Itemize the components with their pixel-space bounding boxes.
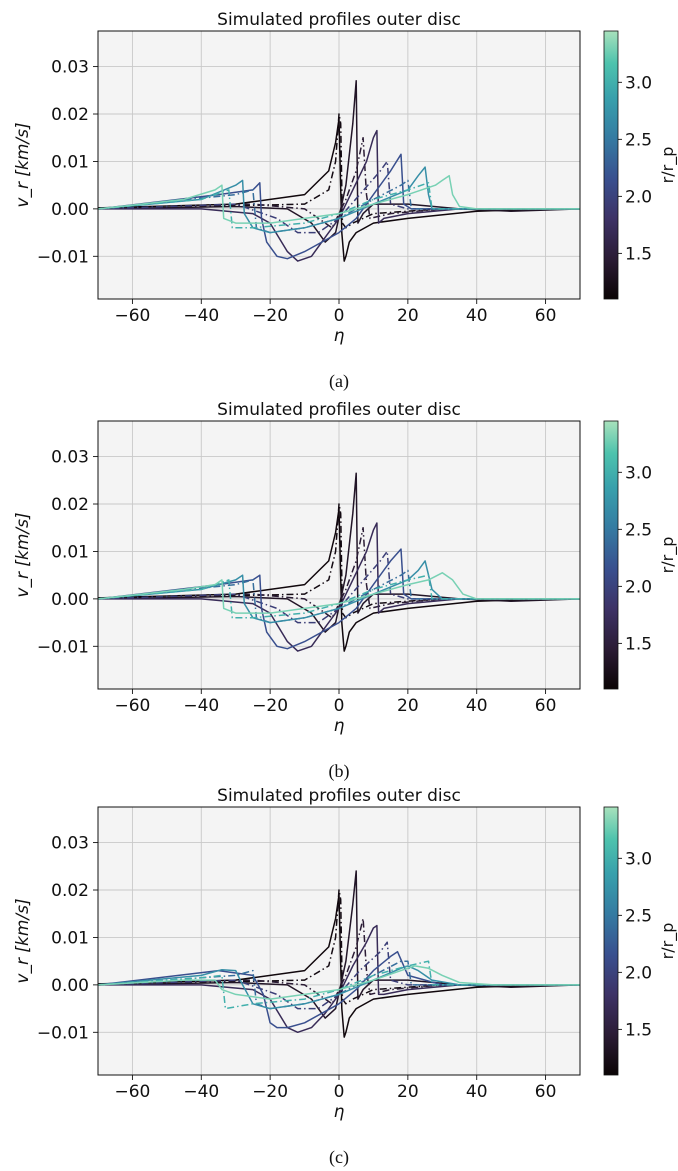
colorbar-tick-label: 2.5 xyxy=(625,520,652,540)
y-tick-label: −0.01 xyxy=(37,637,89,657)
series-line-2 xyxy=(98,80,580,243)
series-line-2 xyxy=(98,472,580,633)
x-axis-label: η xyxy=(334,716,345,736)
x-tick-label: −20 xyxy=(252,306,288,326)
x-tick-label: 40 xyxy=(466,696,488,716)
x-tick-label: 60 xyxy=(535,696,557,716)
colorbar-tick-label: 2.0 xyxy=(625,963,652,983)
x-tick-label: 0 xyxy=(334,306,345,326)
series-line-6 xyxy=(98,153,580,260)
series-line-3 xyxy=(98,136,580,229)
colorbar-label: r/r_p xyxy=(658,923,678,960)
x-tick-label: 60 xyxy=(535,306,557,326)
y-tick-label: 0.03 xyxy=(51,448,89,468)
series-line-4 xyxy=(98,924,580,1034)
x-tick-label: 40 xyxy=(466,1082,488,1102)
x-tick-label: 40 xyxy=(466,306,488,326)
y-tick-label: 0.00 xyxy=(51,200,89,220)
colorbar-tick-label: 1.5 xyxy=(625,244,652,264)
panel-caption: (b) xyxy=(329,761,350,782)
series-line-0 xyxy=(98,508,580,652)
colorbar-tick-label: 2.5 xyxy=(625,906,652,926)
series-line-4 xyxy=(98,129,580,262)
series-line-5 xyxy=(98,160,580,234)
colorbar-tick-label: 2.5 xyxy=(625,130,652,150)
y-tick-label: 0.01 xyxy=(51,542,89,562)
x-tick-label: −40 xyxy=(183,306,219,326)
chart-panel-2: Simulated profiles outer disc −60 −40 −20 0 2… xyxy=(13,786,678,1168)
series-line-1 xyxy=(98,889,580,1005)
x-tick-label: −40 xyxy=(183,1082,219,1102)
x-tick-label: −60 xyxy=(114,696,150,716)
x-axis-label: η xyxy=(334,1102,345,1122)
y-tick-label: 0.02 xyxy=(51,105,89,125)
x-tick-label: 0 xyxy=(334,696,345,716)
colorbar-tick-label: 2.0 xyxy=(625,577,652,597)
x-tick-label: 0 xyxy=(334,1082,345,1102)
colorbar-label: r/r_p xyxy=(658,147,678,184)
colorbar xyxy=(603,806,619,1076)
x-tick-label: −20 xyxy=(252,696,288,716)
colorbar-tick-label: 3.0 xyxy=(625,73,652,93)
x-tick-label: −60 xyxy=(114,306,150,326)
series-line-10 xyxy=(98,174,580,224)
x-tick-label: 60 xyxy=(535,1082,557,1102)
y-tick-label: 0.03 xyxy=(51,58,89,78)
series-line-5 xyxy=(98,550,580,624)
plot-frame xyxy=(97,806,581,1076)
x-tick-label: 20 xyxy=(397,306,419,326)
chart-title: Simulated profiles outer disc xyxy=(217,786,461,806)
plot-frame xyxy=(97,420,581,690)
series-line-0 xyxy=(98,118,580,262)
series-line-1 xyxy=(98,503,580,619)
series-line-7 xyxy=(98,960,580,1010)
panel-caption: (a) xyxy=(329,371,349,392)
y-tick-label: 0.02 xyxy=(51,495,89,515)
chart-panel-0: Simulated profiles outer disc −60 −40 −20 0 2… xyxy=(13,10,678,392)
colorbar-tick-label: 3.0 xyxy=(625,849,652,869)
colorbar-tick-label: 1.5 xyxy=(625,1020,652,1040)
series-line-10 xyxy=(98,965,580,1000)
x-tick-label: 20 xyxy=(397,696,419,716)
y-tick-label: 0.03 xyxy=(51,834,89,854)
colorbar-tick-label: 2.0 xyxy=(625,187,652,207)
x-tick-label: −60 xyxy=(114,1082,150,1102)
chart-title: Simulated profiles outer disc xyxy=(217,400,461,420)
chart-panel-1: Simulated profiles outer disc −60 −40 −20 0 2… xyxy=(13,400,678,782)
colorbar xyxy=(603,30,619,300)
series-line-5 xyxy=(98,941,580,1010)
series-line-10 xyxy=(98,572,580,614)
series-line-6 xyxy=(98,548,580,650)
y-tick-label: 0.00 xyxy=(51,590,89,610)
x-tick-label: 20 xyxy=(397,1082,419,1102)
series-line-0 xyxy=(98,894,580,1038)
chart-title: Simulated profiles outer disc xyxy=(217,10,461,30)
panel-caption: (c) xyxy=(329,1147,349,1168)
y-tick-label: 0.02 xyxy=(51,881,89,901)
y-tick-label: 0.01 xyxy=(51,152,89,172)
y-axis-label: v_r [km/s] xyxy=(13,898,33,983)
series-line-8 xyxy=(98,965,580,1010)
series-line-3 xyxy=(98,917,580,1005)
y-tick-label: −0.01 xyxy=(37,1023,89,1043)
colorbar-label: r/r_p xyxy=(658,537,678,574)
series-line-3 xyxy=(98,526,580,619)
y-tick-label: 0.01 xyxy=(51,928,89,948)
plot-frame xyxy=(97,30,581,300)
series-line-6 xyxy=(98,950,580,1029)
series-line-8 xyxy=(98,166,580,234)
colorbar xyxy=(603,420,619,690)
series-line-1 xyxy=(98,113,580,229)
colorbar-tick-label: 3.0 xyxy=(625,463,652,483)
y-axis-label: v_r [km/s] xyxy=(13,122,33,207)
x-tick-label: −40 xyxy=(183,696,219,716)
x-tick-label: −20 xyxy=(252,1082,288,1102)
y-axis-label: v_r [km/s] xyxy=(13,512,33,597)
colorbar-tick-label: 1.5 xyxy=(625,634,652,654)
y-tick-label: −0.01 xyxy=(37,247,89,267)
series-line-4 xyxy=(98,522,580,652)
x-axis-label: η xyxy=(334,326,345,346)
y-tick-label: 0.00 xyxy=(51,976,89,996)
